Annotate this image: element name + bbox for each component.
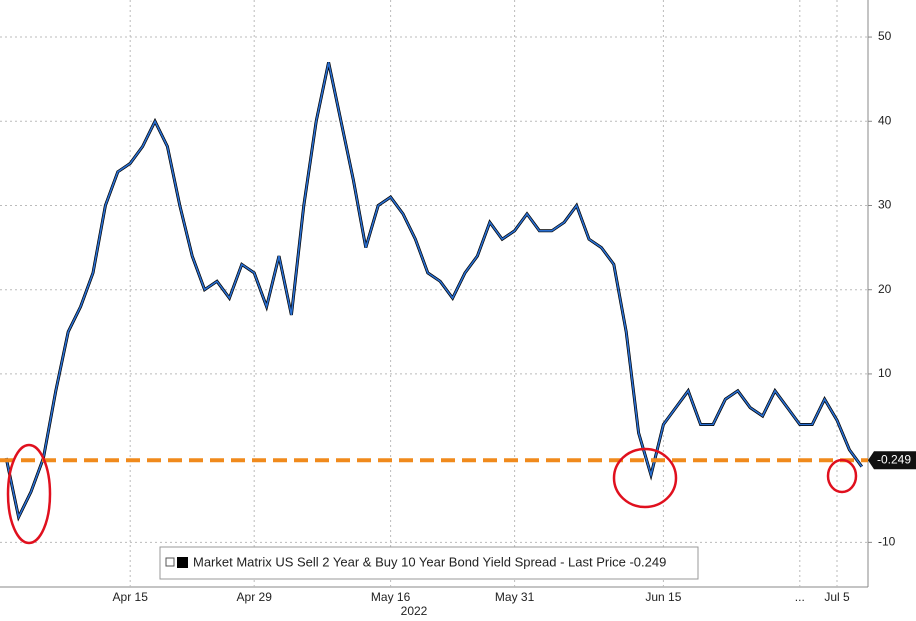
x-tick-label: Apr 29 (237, 590, 273, 604)
highlight-circle (6, 443, 52, 545)
x-axis-label: 2022 (401, 604, 428, 618)
series-line (5, 62, 863, 520)
last-price-label: -0.249 (877, 452, 911, 466)
highlight-circle (612, 447, 678, 509)
x-tick-label: Jul 5 (824, 590, 850, 604)
y-tick-label: 40 (878, 113, 892, 127)
x-tick-label: May 16 (371, 590, 411, 604)
legend-icon (165, 557, 175, 567)
y-tick-label: -10 (878, 535, 896, 549)
legend-label: Market Matrix US Sell 2 Year & Buy 10 Ye… (193, 554, 666, 569)
highlight-circle (826, 458, 858, 494)
legend-swatch (177, 557, 188, 568)
y-tick-label: 30 (878, 198, 892, 212)
y-tick-label: 10 (878, 366, 892, 380)
x-tick-label: Apr 15 (113, 590, 149, 604)
x-tick-label: Jun 15 (645, 590, 681, 604)
x-tick-label: ... (795, 590, 805, 604)
y-tick-label: 20 (878, 282, 892, 296)
legend-box (159, 546, 699, 580)
x-tick-label: May 31 (495, 590, 535, 604)
last-price-box (868, 451, 916, 470)
y-tick-label: 50 (878, 29, 892, 43)
plot: -10 10 20 30 40 50 Apr 15 Apr 29 May 16 May 31 Jun… (0, 0, 916, 604)
